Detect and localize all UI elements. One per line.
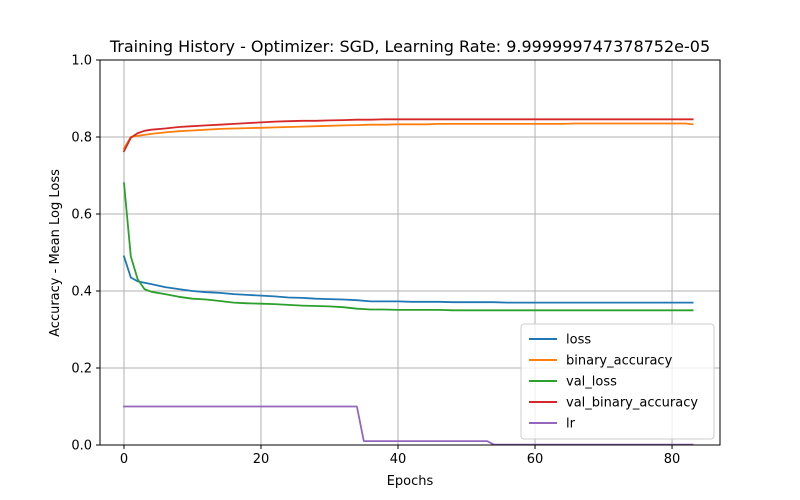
x-tick-label: 0 — [120, 452, 128, 467]
legend-label-loss: loss — [566, 333, 591, 348]
x-tick-label: 40 — [390, 452, 407, 467]
plot-frame — [99, 59, 721, 446]
x-tick-label: 80 — [664, 452, 681, 467]
chart-title: Training History - Optimizer: SGD, Learn… — [109, 37, 710, 56]
y-tick-label: 1.0 — [71, 54, 92, 69]
x-tick-label: 20 — [253, 452, 270, 467]
series-line-loss — [122, 255, 694, 304]
axis-ticks: 0 20 40 60 80 0.0 0.2 0.4 0.6 0.8 1.0 — [71, 54, 680, 468]
legend-label-val-loss: val_loss — [566, 375, 617, 390]
y-tick-label: 0.8 — [71, 131, 92, 146]
x-tick-label: 60 — [527, 452, 544, 467]
legend-label-val-binary-accuracy: val_binary_accuracy — [566, 396, 698, 411]
series-line-val-binary-accuracy — [122, 118, 694, 153]
y-tick-label: 0.4 — [71, 285, 92, 300]
series-line-binary-accuracy — [122, 122, 694, 150]
series-line-val-loss — [123, 182, 694, 312]
y-tick-label: 0.0 — [71, 439, 92, 454]
legend-box — [520, 323, 715, 440]
legend-label-lr: lr — [566, 417, 576, 432]
y-axis-title: Accuracy - Mean Log Loss — [48, 169, 63, 337]
x-axis-title: Epochs — [387, 474, 434, 489]
y-tick-label: 0.2 — [71, 362, 92, 377]
legend: loss binary_accuracy val_loss val_binary_ac… — [520, 323, 715, 440]
legend-label-binary-accuracy: binary_accuracy — [566, 354, 673, 369]
y-tick-label: 0.6 — [71, 208, 92, 223]
